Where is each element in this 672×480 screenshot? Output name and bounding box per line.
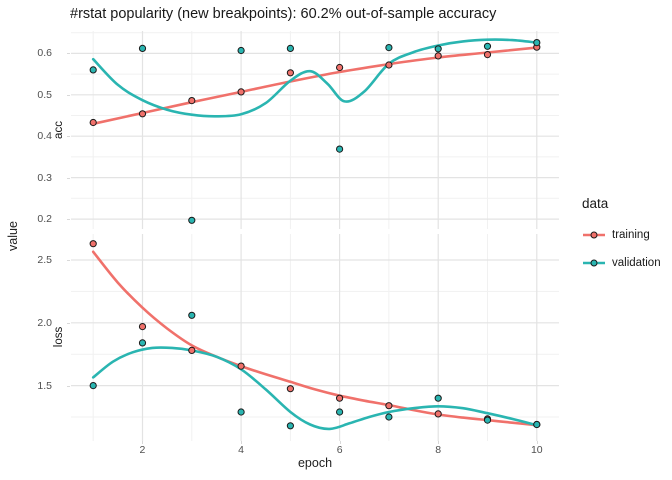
- acc-ytick-label: 0.3: [37, 171, 52, 184]
- acc-ytick-label: 0.5: [37, 88, 52, 101]
- acc-ytick-mark: [67, 53, 70, 55]
- training-point: [336, 63, 344, 72]
- acc-ytick-label: 0.4: [37, 130, 52, 143]
- acc-ytick-mark: [67, 219, 70, 221]
- xtick-mark: [241, 441, 243, 444]
- validation-point: [188, 311, 196, 319]
- legend-title: data: [582, 196, 609, 211]
- training-point: [434, 52, 442, 60]
- validation-smooth-line: [91, 38, 539, 118]
- training-point: [385, 402, 393, 410]
- training-point: [188, 97, 196, 105]
- acc-plot-area: [71, 31, 559, 229]
- training-point: [483, 51, 492, 59]
- xtick-label: 8: [435, 444, 442, 456]
- training-point: [237, 362, 245, 370]
- xtick-label: 2: [139, 444, 146, 456]
- loss-grid-minor: [71, 234, 559, 441]
- validation-point: [138, 44, 147, 52]
- loss-grid-major: [71, 234, 559, 441]
- validation-point: [533, 420, 541, 429]
- xtick-mark: [536, 441, 538, 444]
- validation-smooth-line: [91, 346, 539, 431]
- acc-grid-major: [71, 31, 559, 229]
- validation-point: [434, 394, 442, 402]
- training-point: [138, 323, 147, 331]
- training-point: [138, 110, 147, 118]
- training-points: [89, 43, 541, 127]
- acc-panel: [71, 31, 559, 229]
- training-point: [434, 410, 442, 418]
- training-point: [237, 88, 245, 96]
- xtick-label: 10: [530, 444, 543, 456]
- training-point: [286, 69, 294, 77]
- xtick-label: 4: [238, 444, 244, 456]
- validation-point: [385, 44, 393, 52]
- validation-point: [237, 408, 245, 416]
- validation-point: [286, 422, 294, 430]
- loss-ytick-mark: [67, 322, 70, 324]
- validation-point: [138, 339, 147, 347]
- facet-strip-loss: loss: [53, 326, 65, 348]
- acc-grid-minor: [71, 31, 559, 229]
- acc-ytick-label: 0.2: [37, 213, 52, 226]
- training-smooth-line: [91, 250, 539, 427]
- validation-point: [89, 382, 97, 390]
- legend-label-training: training: [612, 229, 650, 241]
- xtick-label: 6: [336, 444, 343, 456]
- x-axis-title: epoch: [297, 456, 333, 470]
- acc-ytick-mark: [67, 136, 70, 138]
- legend-entry-training: training: [582, 221, 661, 249]
- acc-ytick-mark: [67, 94, 70, 96]
- legend: data training validation: [582, 196, 661, 277]
- acc-ytick-label: 0.6: [37, 47, 52, 60]
- training-smooth-line: [91, 46, 539, 126]
- validation-point: [336, 145, 344, 153]
- training-point: [286, 385, 294, 393]
- validation-key-icon: [583, 259, 605, 267]
- xtick-mark: [339, 441, 341, 444]
- loss-ytick-mark: [67, 260, 70, 261]
- validation-point: [286, 44, 294, 52]
- validation-point: [483, 416, 492, 424]
- loss-panel: [71, 234, 559, 441]
- training-point: [89, 240, 97, 248]
- training-points: [89, 240, 541, 429]
- training-point: [89, 118, 97, 127]
- validation-points: [89, 311, 541, 430]
- xtick-mark: [142, 441, 144, 444]
- loss-ytick-label: 2.0: [37, 316, 52, 329]
- validation-point: [434, 45, 442, 53]
- chart-title: #rstat popularity (new breakpoints): 60.…: [70, 6, 497, 22]
- training-point: [188, 346, 196, 355]
- training-key-icon: [583, 231, 605, 239]
- loss-ytick-label: 2.5: [37, 254, 52, 266]
- validation-point: [483, 42, 492, 50]
- loss-ytick-mark: [67, 385, 70, 387]
- training-point: [336, 394, 344, 402]
- legend-label-validation: validation: [612, 257, 661, 269]
- loss-plot-area: [71, 234, 559, 441]
- validation-point: [188, 216, 196, 224]
- validation-points: [89, 39, 541, 224]
- validation-point: [336, 408, 344, 416]
- validation-point: [533, 39, 541, 47]
- validation-point: [89, 66, 97, 74]
- validation-point: [237, 46, 245, 55]
- acc-ytick-mark: [67, 177, 70, 179]
- legend-entry-validation: validation: [582, 249, 661, 277]
- validation-point: [385, 413, 393, 421]
- facet-strip-acc: acc: [53, 121, 65, 139]
- xtick-mark: [438, 441, 440, 444]
- loss-ytick-label: 1.5: [37, 379, 52, 392]
- training-point: [385, 61, 393, 69]
